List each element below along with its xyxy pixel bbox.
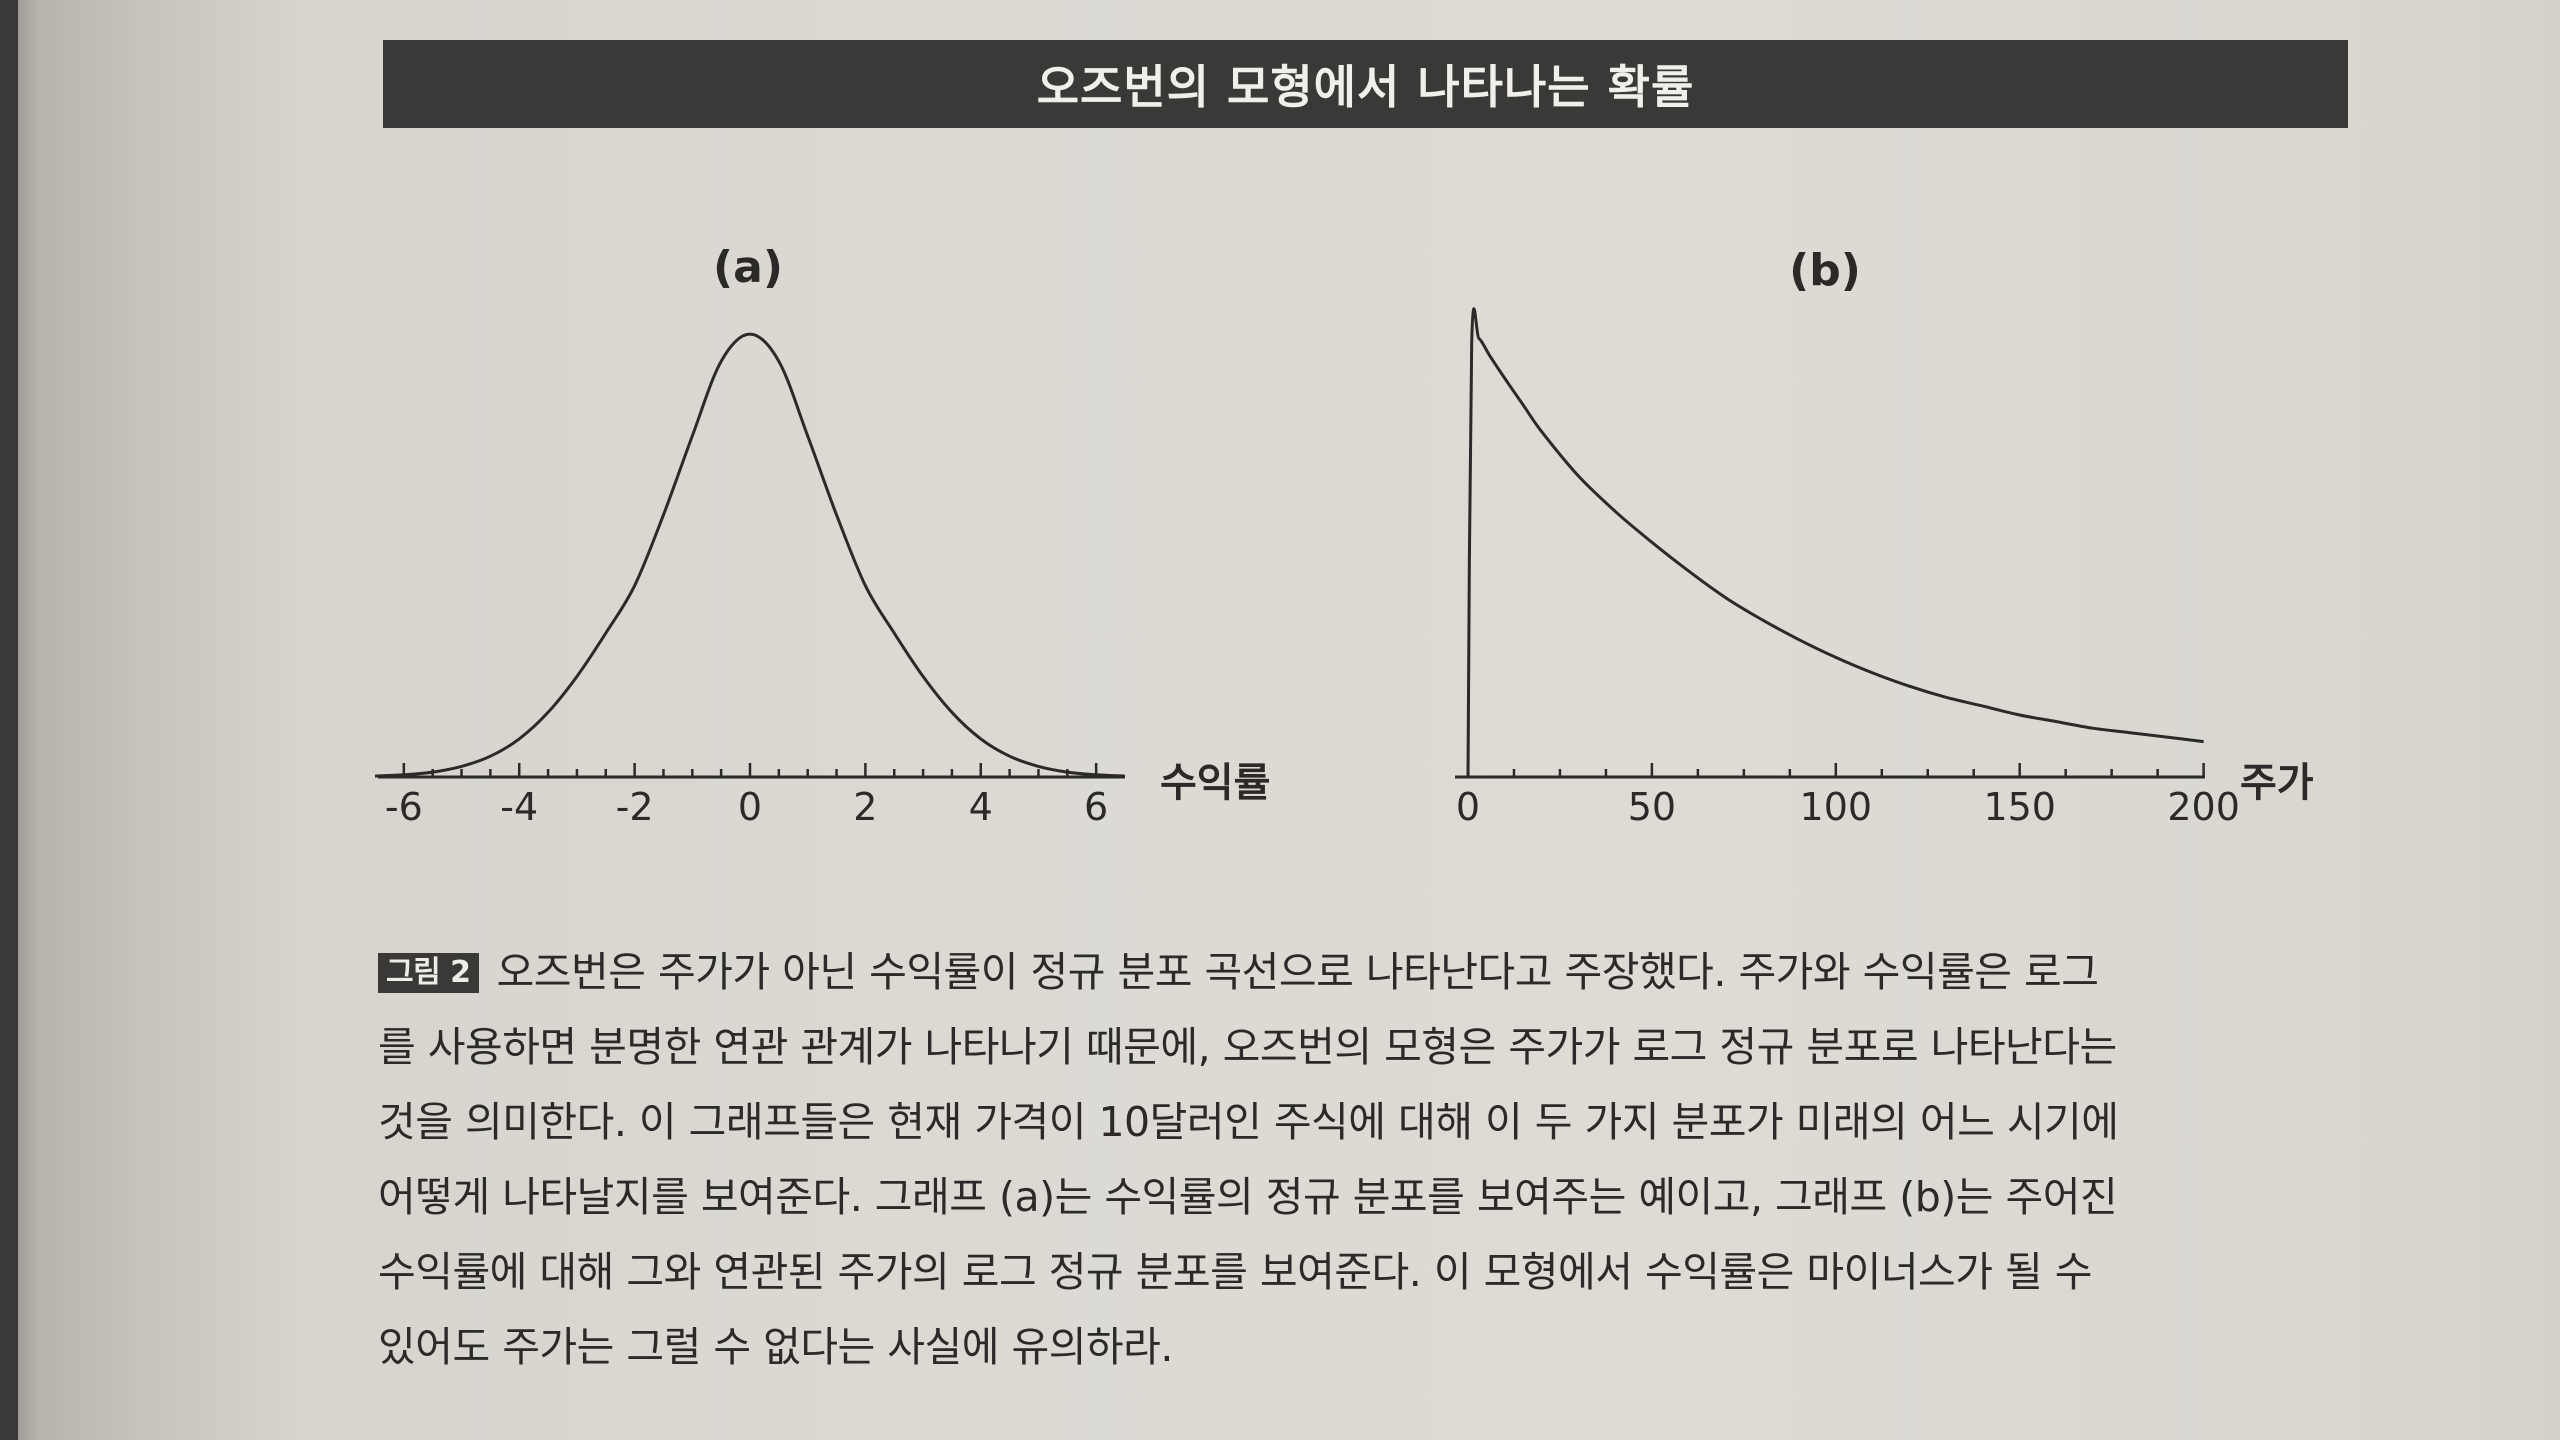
caption-line-5: 수익률에 대해 그와 연관된 주가의 로그 정규 분포를 보여준다. 이 모형에… [378, 1248, 2093, 1296]
distribution-curve [1466, 307, 2204, 778]
chart-a: (a) -6 -4 -2 0 2 4 6 수익률 [374, 242, 1270, 829]
caption-line-6: 있어도 주가는 그럴 수 없다는 사실에 유의하라. [378, 1323, 1173, 1371]
figure-title: 오즈번의 모형에서 나타나는 확률 [1036, 60, 1695, 114]
x-tick-label: 2 [853, 785, 877, 829]
panel-label: (a) [713, 242, 783, 293]
caption-line-1: 그림 2 오즈번은 주가가 아닌 수익률이 정규 분포 곡선으로 나타난다고 주장… [378, 935, 2368, 1010]
x-tick-label: -6 [385, 785, 423, 829]
x-tick-label: -4 [500, 785, 538, 829]
x-axis-title: 수익률 [1160, 760, 1270, 806]
x-tick-label: 200 [2167, 785, 2240, 829]
figure-number-badge: 그림 2 [378, 953, 479, 993]
x-tick-label: 100 [1800, 785, 1873, 829]
x-tick-label: 4 [969, 785, 993, 829]
caption-line-1-text: 오즈번은 주가가 아닌 수익률이 정규 분포 곡선으로 나타난다고 주장했다. … [496, 948, 2099, 996]
panel-label: (b) [1789, 245, 1861, 296]
distribution-curve [374, 332, 1126, 778]
left-page-edge [0, 0, 18, 1440]
caption-line-3: 것을 의미한다. 이 그래프들은 현재 가격이 10달러인 주식에 대해 이 두… [378, 1098, 2119, 1146]
x-tick-label: 0 [1456, 785, 1480, 829]
title-bar: 오즈번의 모형에서 나타나는 확률 [383, 40, 2348, 128]
caption-line-2: 를 사용하면 분명한 연관 관계가 나타나기 때문에, 오즈번의 모형은 주가가… [378, 1023, 2117, 1071]
x-tick-label: 50 [1628, 785, 1676, 829]
x-axis-title: 주가 [2240, 760, 2314, 806]
x-tick-label: 6 [1084, 785, 1108, 829]
x-tick-label: 150 [1983, 785, 2056, 829]
caption-line-4: 어떻게 나타날지를 보여준다. 그래프 (a)는 수익률의 정규 분포를 보여주… [378, 1173, 2118, 1221]
x-tick-label: 0 [738, 785, 762, 829]
x-tick-label: -2 [616, 785, 654, 829]
figure-caption: 그림 2 오즈번은 주가가 아닌 수익률이 정규 분포 곡선으로 나타난다고 주장… [378, 935, 2368, 1385]
